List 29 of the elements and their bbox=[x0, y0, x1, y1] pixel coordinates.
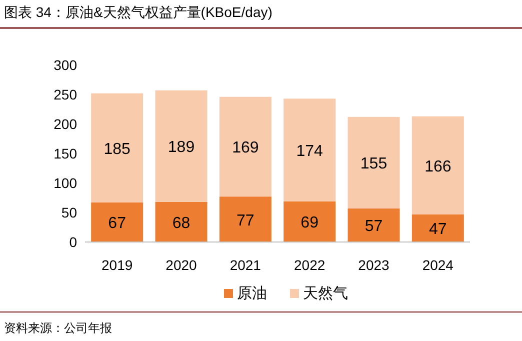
data-label: 77 bbox=[236, 212, 254, 230]
data-label: 174 bbox=[296, 142, 323, 160]
xtick: 2021 bbox=[230, 257, 261, 273]
ytick: 150 bbox=[54, 146, 77, 162]
xtick: 2022 bbox=[294, 257, 326, 273]
data-label: 68 bbox=[172, 214, 190, 232]
data-label: 155 bbox=[360, 156, 388, 173]
legend-label: 原油 bbox=[237, 285, 267, 302]
ytick: 250 bbox=[54, 86, 77, 102]
xtick: 2024 bbox=[422, 257, 454, 273]
ytick: 200 bbox=[54, 116, 77, 132]
data-label: 185 bbox=[104, 140, 130, 158]
ytick: 100 bbox=[54, 175, 77, 191]
data-label: 67 bbox=[108, 215, 126, 232]
data-label: 47 bbox=[429, 221, 447, 238]
xtick: 2019 bbox=[102, 257, 133, 273]
xtick: 2020 bbox=[166, 257, 197, 273]
legend-label: 天然气 bbox=[303, 285, 348, 302]
annotation: 资料来源：公司年报 bbox=[4, 321, 112, 335]
data-label: 57 bbox=[364, 218, 383, 236]
data-label: 69 bbox=[300, 214, 318, 232]
data-label: 169 bbox=[232, 140, 259, 157]
ytick: 0 bbox=[69, 234, 77, 250]
data-label: 166 bbox=[424, 158, 452, 176]
xtick: 2023 bbox=[358, 257, 390, 273]
ytick: 300 bbox=[54, 57, 77, 73]
data-label: 189 bbox=[168, 139, 195, 156]
ytick: 50 bbox=[61, 204, 77, 220]
title: 图表 34：原油&天然气权益产量(KBoE/day) bbox=[4, 4, 272, 20]
